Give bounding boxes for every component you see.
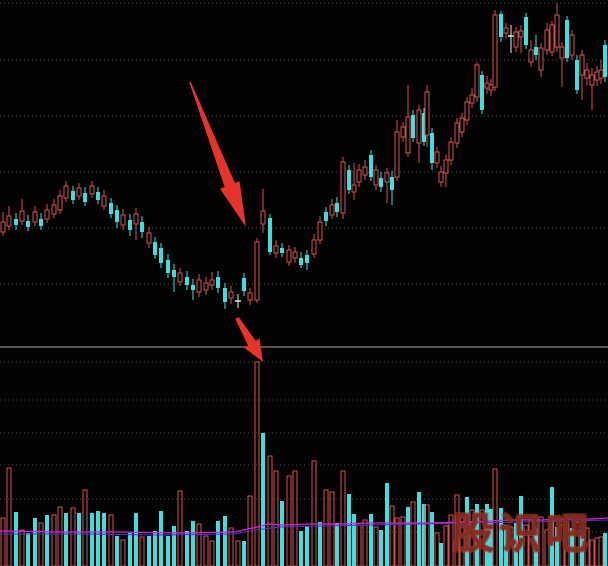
arrow-to-volume-spike bbox=[235, 316, 263, 362]
annotation-arrows bbox=[189, 81, 263, 362]
volume-ma-lines bbox=[0, 517, 608, 536]
volume-pane-gridlines bbox=[0, 361, 608, 533]
volume-bars bbox=[0, 361, 607, 566]
arrow-to-breakout-candle bbox=[189, 81, 246, 227]
price-pane-gridlines bbox=[0, 2, 608, 285]
candlesticks bbox=[0, 3, 607, 309]
